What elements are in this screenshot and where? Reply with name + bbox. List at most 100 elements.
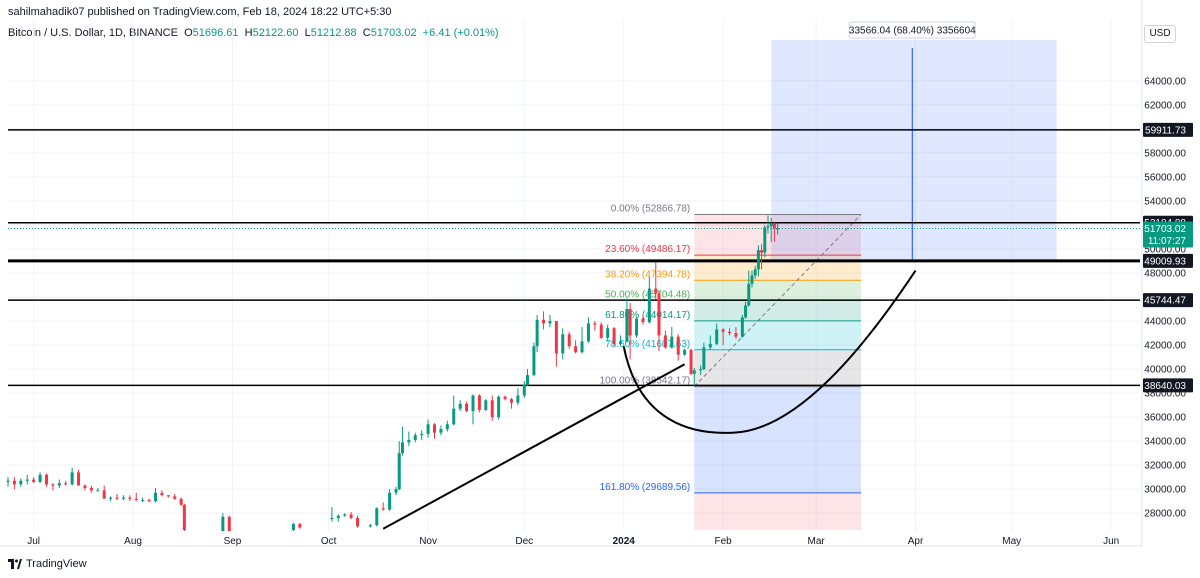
level-price-label: 38640.03: [1144, 381, 1186, 392]
level-price-label: 49009.93: [1144, 256, 1186, 267]
candle-body: [32, 479, 36, 482]
candle-body: [728, 331, 732, 334]
candle-body: [227, 516, 231, 538]
candle-body: [702, 347, 706, 370]
time-tick-label: Mar: [807, 536, 825, 547]
candle-body: [44, 474, 48, 485]
tradingview-logo-icon: [8, 559, 22, 569]
candle-body: [715, 329, 719, 344]
candle-body: [394, 489, 398, 493]
candle-body: [349, 514, 353, 518]
level-price-tag: [1143, 378, 1193, 393]
candle-body: [548, 321, 552, 324]
candle-body: [147, 499, 151, 502]
candle-body: [38, 474, 42, 482]
candle-body: [670, 336, 674, 348]
price-tick-label: 36000.00: [1144, 413, 1186, 424]
candle-body: [336, 515, 340, 518]
candle-body: [397, 453, 401, 490]
candle-body: [375, 508, 379, 526]
candle-body: [465, 403, 469, 412]
tradingview-footer: TradingView: [8, 558, 87, 570]
candle-body: [179, 498, 183, 505]
candle-body: [753, 269, 757, 276]
candle-body: [740, 317, 744, 337]
candle-body: [657, 293, 661, 336]
candle-body: [567, 334, 571, 347]
time-tick-label: 2024: [613, 536, 636, 547]
candle-body: [77, 472, 81, 486]
candle-body: [343, 514, 347, 516]
publisher-info: sahilmahadik07 published on TradingView.…: [8, 6, 392, 18]
candle-body: [708, 343, 712, 348]
candle-body: [776, 228, 780, 230]
price-tick-label: 50000.00: [1144, 244, 1186, 255]
candle-body: [763, 227, 767, 253]
candle-body: [554, 321, 558, 354]
level-price-tag: [1143, 293, 1193, 308]
price-tick-label: 48000.00: [1144, 268, 1186, 279]
measure-box[interactable]: [771, 40, 1057, 261]
candle-body: [676, 336, 680, 355]
time-tick-label: Apr: [908, 536, 924, 547]
low-value: 51212.88: [310, 27, 357, 39]
candle-body: [532, 346, 536, 376]
last-price-label: 51703.02: [1144, 224, 1186, 235]
cup-curve[interactable]: [622, 270, 917, 434]
candle-body: [599, 324, 603, 338]
candle-body: [612, 328, 616, 344]
candle-body: [522, 384, 526, 396]
candle-body: [756, 250, 760, 270]
fib-level-label: 0.00% (52866.78): [611, 204, 691, 215]
change-value: +6.41 (+0.01%): [422, 27, 499, 39]
symbol-ohlc-legend: Bitcoin / U.S. Dollar, 1D, BINANCE O5169…: [8, 27, 499, 39]
candle-body: [516, 395, 520, 403]
price-tick-label: 30000.00: [1144, 485, 1186, 496]
candle-body: [744, 305, 748, 318]
candle-body: [561, 334, 565, 354]
price-tick-label: 32000.00: [1144, 461, 1186, 472]
price-tick-label: 62000.00: [1144, 100, 1186, 111]
candle-body: [154, 492, 158, 502]
candle-body: [750, 275, 754, 284]
fib-level-label: 78.60% (41607.63): [605, 339, 690, 350]
close-value: 51703.02: [370, 27, 417, 39]
price-tick-label: 64000.00: [1144, 76, 1186, 87]
candle-body: [635, 318, 639, 336]
candle-body: [413, 435, 417, 440]
candle-body: [580, 341, 584, 353]
measure-label-box: [848, 21, 976, 39]
candle-body: [663, 335, 667, 348]
symbol-name[interactable]: Bitcoin / U.S. Dollar, 1D, BINANCE: [8, 27, 178, 39]
time-tick-label: Jul: [27, 536, 40, 547]
candle-body: [51, 484, 55, 486]
candle-body: [647, 288, 651, 323]
candle-body: [128, 497, 132, 499]
candle-body: [433, 424, 437, 433]
candle-body: [452, 408, 456, 425]
fib-band: [694, 320, 862, 350]
candle-body: [574, 346, 578, 353]
time-tick-label: Nov: [419, 536, 437, 547]
candle-body: [497, 396, 501, 418]
candle-body: [606, 328, 610, 338]
candle-body: [689, 349, 693, 374]
fib-band: [694, 492, 862, 530]
candle-body: [64, 483, 68, 485]
open-label: O: [184, 27, 193, 39]
candle-body: [509, 399, 513, 403]
currency-selector[interactable]: USD: [1144, 25, 1176, 43]
fib-band: [694, 349, 862, 387]
candle-body: [542, 319, 546, 324]
candle-body: [173, 496, 177, 499]
candle-body: [526, 375, 530, 385]
candle-body: [356, 517, 360, 527]
ascending-trendline[interactable]: [382, 363, 686, 530]
candle-body: [182, 504, 186, 530]
candle-body: [368, 525, 372, 527]
measure-label: 33566.04 (68.40%) 3356604: [849, 26, 976, 37]
candle-body: [6, 480, 10, 482]
candle-body: [535, 319, 539, 347]
price-tick-label: 58000.00: [1144, 148, 1186, 159]
